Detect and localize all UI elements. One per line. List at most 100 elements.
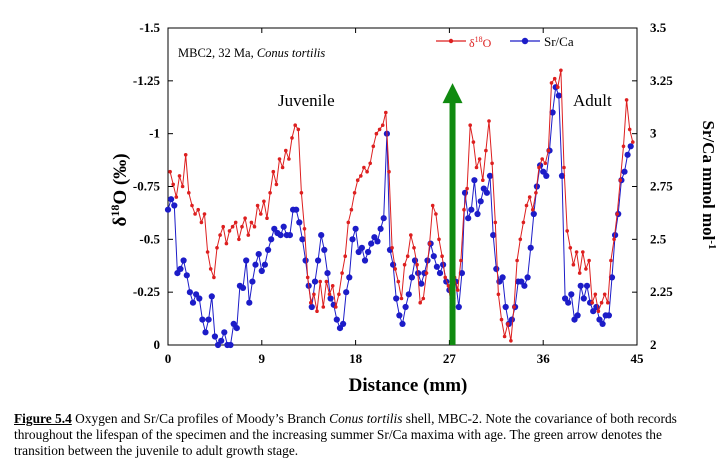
d18o-series-point [593,292,598,297]
srca-series-point [243,257,250,264]
d18o-series-point [493,220,498,225]
d18o-series-point [455,288,460,292]
d18o-series-point [418,300,423,305]
d18o-series-point [390,246,394,250]
d18o-series-point [346,220,351,225]
srca-series-point [590,308,597,315]
d18o-series-point [259,212,263,216]
srca-series-point [311,278,319,285]
axis-ticks: 0 9 18 27 36 45 0 -0.25 -0.5 -0.75 -1 -1.25 -1.5 2 2.2… [133,20,673,366]
transition-arrow-head [442,83,463,104]
d18o-series-point [424,271,429,275]
y-left-tick-label: -1 [149,126,160,141]
srca-series-point [218,337,225,344]
d18o-series-point [380,123,385,127]
chart-title: MBC2, 32 Ma, Conus tortilis [178,46,325,60]
srca-series-point [318,232,325,239]
d18o-series-point [171,182,175,187]
srca-series-point [321,246,328,253]
srca-series-point [227,341,234,349]
d18o-series-point [215,246,219,250]
d18o-series-point [537,165,541,170]
srca-series-point [299,236,306,243]
d18o-series-point [499,317,504,322]
d18o-series-point [299,191,304,195]
d18o-series-point [465,186,469,191]
chart-svg: 0 9 18 27 36 45 0 -0.25 -0.5 -0.75 -1 -1.25 -1.5 2 2.2… [108,20,718,396]
srca-series-point [374,238,381,245]
d18o-series-point [243,216,247,220]
d18o-series-point [224,241,229,246]
caption-figure-label: Figure 5.4 [14,411,72,426]
d18o-series-point [512,305,516,309]
srca-series-point [346,274,353,281]
srca-series-point [261,261,268,268]
legend-marker-srca [521,37,529,45]
legend-label-srca: Sr/Ca [544,34,574,49]
srca-series-point [521,282,528,289]
d18o-series-point [409,233,413,237]
d18o-series-point [277,157,282,161]
x-tick-label: 27 [443,351,457,366]
srca-series-point [486,172,494,179]
srca-series-point [315,257,322,264]
d18o-series-point [293,123,298,127]
d18o-series-point [631,140,635,144]
srca-series-point [458,270,465,277]
d18o-series-point [552,76,557,81]
srca-series-point [527,244,534,251]
d18o-series-point [556,85,560,89]
d18o-series-point [230,224,235,229]
srca-series-point [221,329,228,336]
annotation-adult: Adult [573,91,612,110]
srca-series-point [258,267,265,275]
d18o-series-point [612,237,616,242]
srca-series-point [164,206,172,213]
d18o-series-point [502,334,507,339]
d18o-series-point [296,127,301,132]
y-right-tick-label: 2 [650,337,657,352]
chart-title-species: Conus tortilis [257,46,326,60]
y-right-tick-label: 3 [650,126,657,141]
d18o-series-point [427,241,432,246]
caption-species: Conus tortilis [329,411,403,426]
d18o-series-point [377,127,382,132]
srca-series-point [277,232,284,239]
d18o-series-point [355,178,360,182]
d18o-series-point [268,191,272,195]
srca-series-point [502,303,509,311]
srca-series-point [308,303,315,311]
srca-series-point [233,325,240,332]
srca-series-point [418,280,425,287]
srca-series-point [555,92,562,99]
y-left-tick-label: -1.25 [133,73,161,88]
d18o-series-point [571,262,576,267]
d18o-series-point [374,131,379,136]
legend-marker-d18o [448,38,454,44]
y-right-tick-label: 3.25 [650,73,673,88]
d18o-series-point [202,212,207,216]
srca-series-point [499,274,506,281]
d18o-series-point [180,184,185,189]
caption-text-end: shell, MBC-2. Note the covariance of bot… [14,411,677,458]
srca-series-point [380,215,387,222]
d18o-series-point [312,292,316,297]
d18o-series-point [305,275,310,280]
d18o-series-point [393,267,398,271]
d18o-series-point [218,233,222,237]
d18o-series-point [565,229,569,233]
chart-title-prefix: MBC2, 32 Ma, [178,46,257,60]
d18o-series-point [315,309,319,314]
srca-series-point [349,236,356,243]
srca-series-point [433,263,440,270]
d18o-series-point [249,220,254,225]
d18o-series-point [187,191,191,195]
srca-series-point [593,303,600,311]
srca-series-point [186,289,193,296]
d18o-series-point [246,233,251,237]
figure-caption: Figure 5.4 Oxygen and Sr/Ca profiles of … [14,411,714,459]
srca-series-point [168,196,175,203]
d18o-series-point [174,195,179,199]
srca-series-point [193,291,200,298]
srca-series-point [530,210,537,218]
